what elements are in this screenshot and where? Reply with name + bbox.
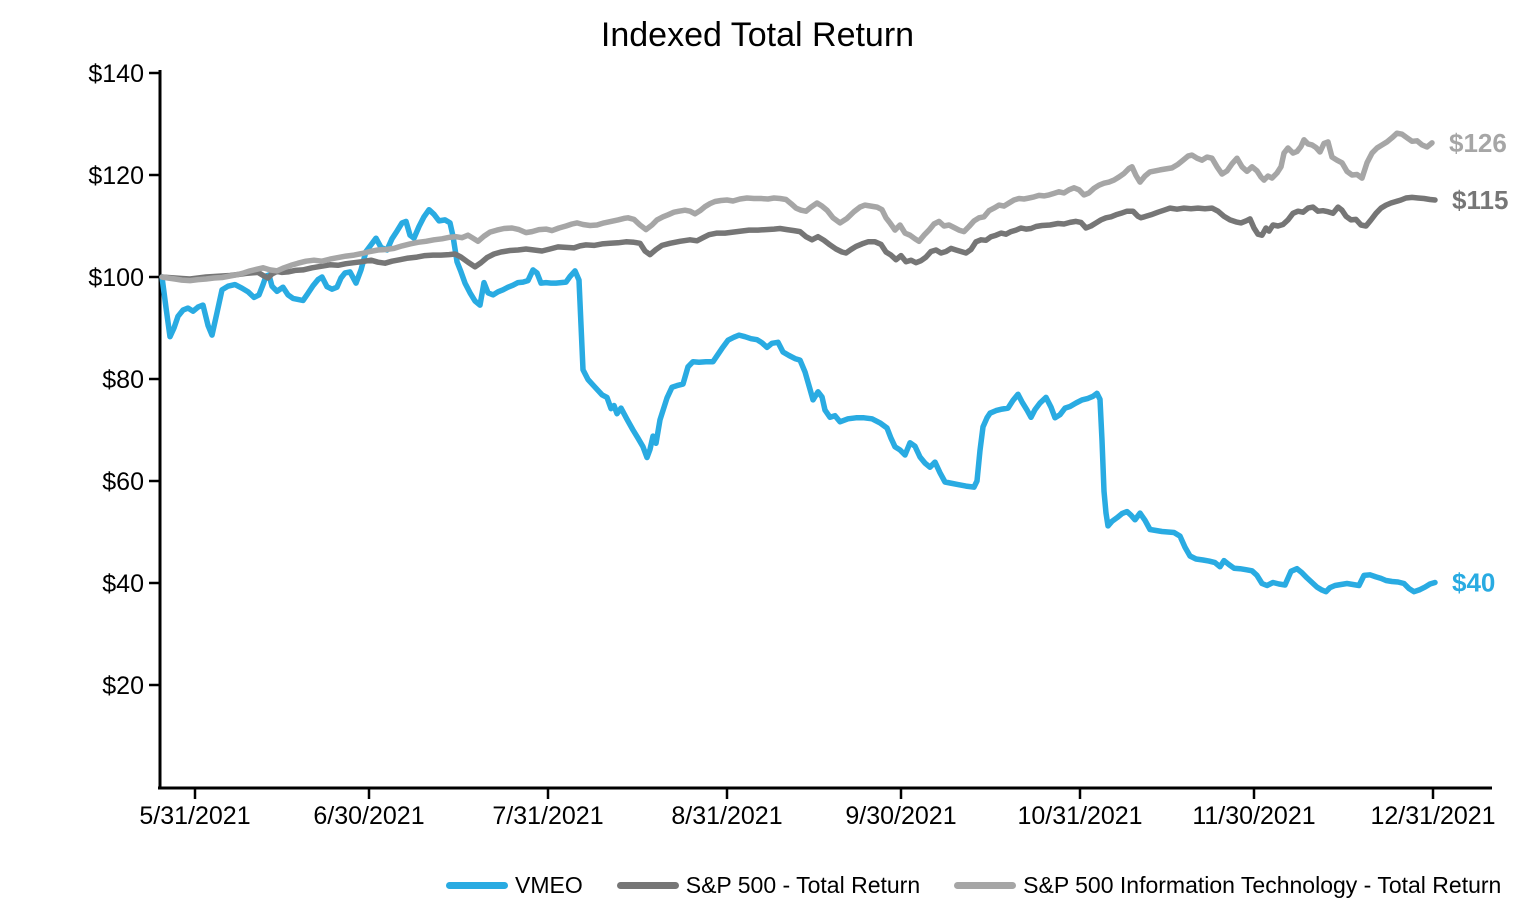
y-tick-label: $80 [102, 366, 144, 394]
series-end-value-label: $126 [1449, 128, 1507, 158]
legend: VMEO S&P 500 - Total Return S&P 500 Inform… [446, 868, 1501, 902]
series-line-vmeo [159, 206, 1438, 595]
x-tick-label: 6/30/2021 [313, 802, 424, 830]
legend-label: VMEO [515, 871, 583, 898]
chart-title: Indexed Total Return [600, 16, 915, 54]
legend-item-s-p-500-total-return: S&P 500 - Total Return [616, 871, 921, 899]
x-tick-label: 9/30/2021 [845, 802, 956, 830]
legend-swatch-icon [616, 881, 679, 889]
series-end-value-label: $115 [1452, 185, 1508, 215]
x-tick-label: 11/30/2021 [1192, 802, 1315, 830]
x-tick-label: 8/31/2021 [671, 802, 782, 830]
series-line-s-p-500-total-return [159, 194, 1438, 282]
legend-label: S&P 500 Information Technology - Total R… [1023, 871, 1502, 898]
x-tick-label: 12/31/2021 [1370, 802, 1495, 830]
y-tick-label: $20 [102, 672, 144, 700]
y-tick-label: $60 [102, 468, 144, 496]
x-tick-label: 5/31/2021 [139, 802, 250, 830]
legend-swatch-icon [954, 881, 1017, 889]
series-end-value-label: $40 [1452, 567, 1495, 597]
y-tick-label: $40 [102, 570, 144, 598]
y-tick-label: $140 [88, 60, 144, 88]
legend-swatch-icon [446, 881, 508, 889]
x-tick-label: 7/31/2021 [492, 802, 603, 830]
y-tick-label: $100 [88, 264, 144, 292]
legend-item-s-p-500-information-technology-total-return: S&P 500 Information Technology - Total R… [954, 872, 1501, 899]
legend-item-vmeo: VMEO [446, 872, 583, 899]
x-tick-label: 10/31/2021 [1017, 802, 1142, 830]
y-tick-label: $120 [88, 162, 144, 190]
legend-label: S&P 500 - Total Return [685, 871, 921, 898]
series-line-s-p-500-information-technology-total-return [159, 130, 1435, 284]
